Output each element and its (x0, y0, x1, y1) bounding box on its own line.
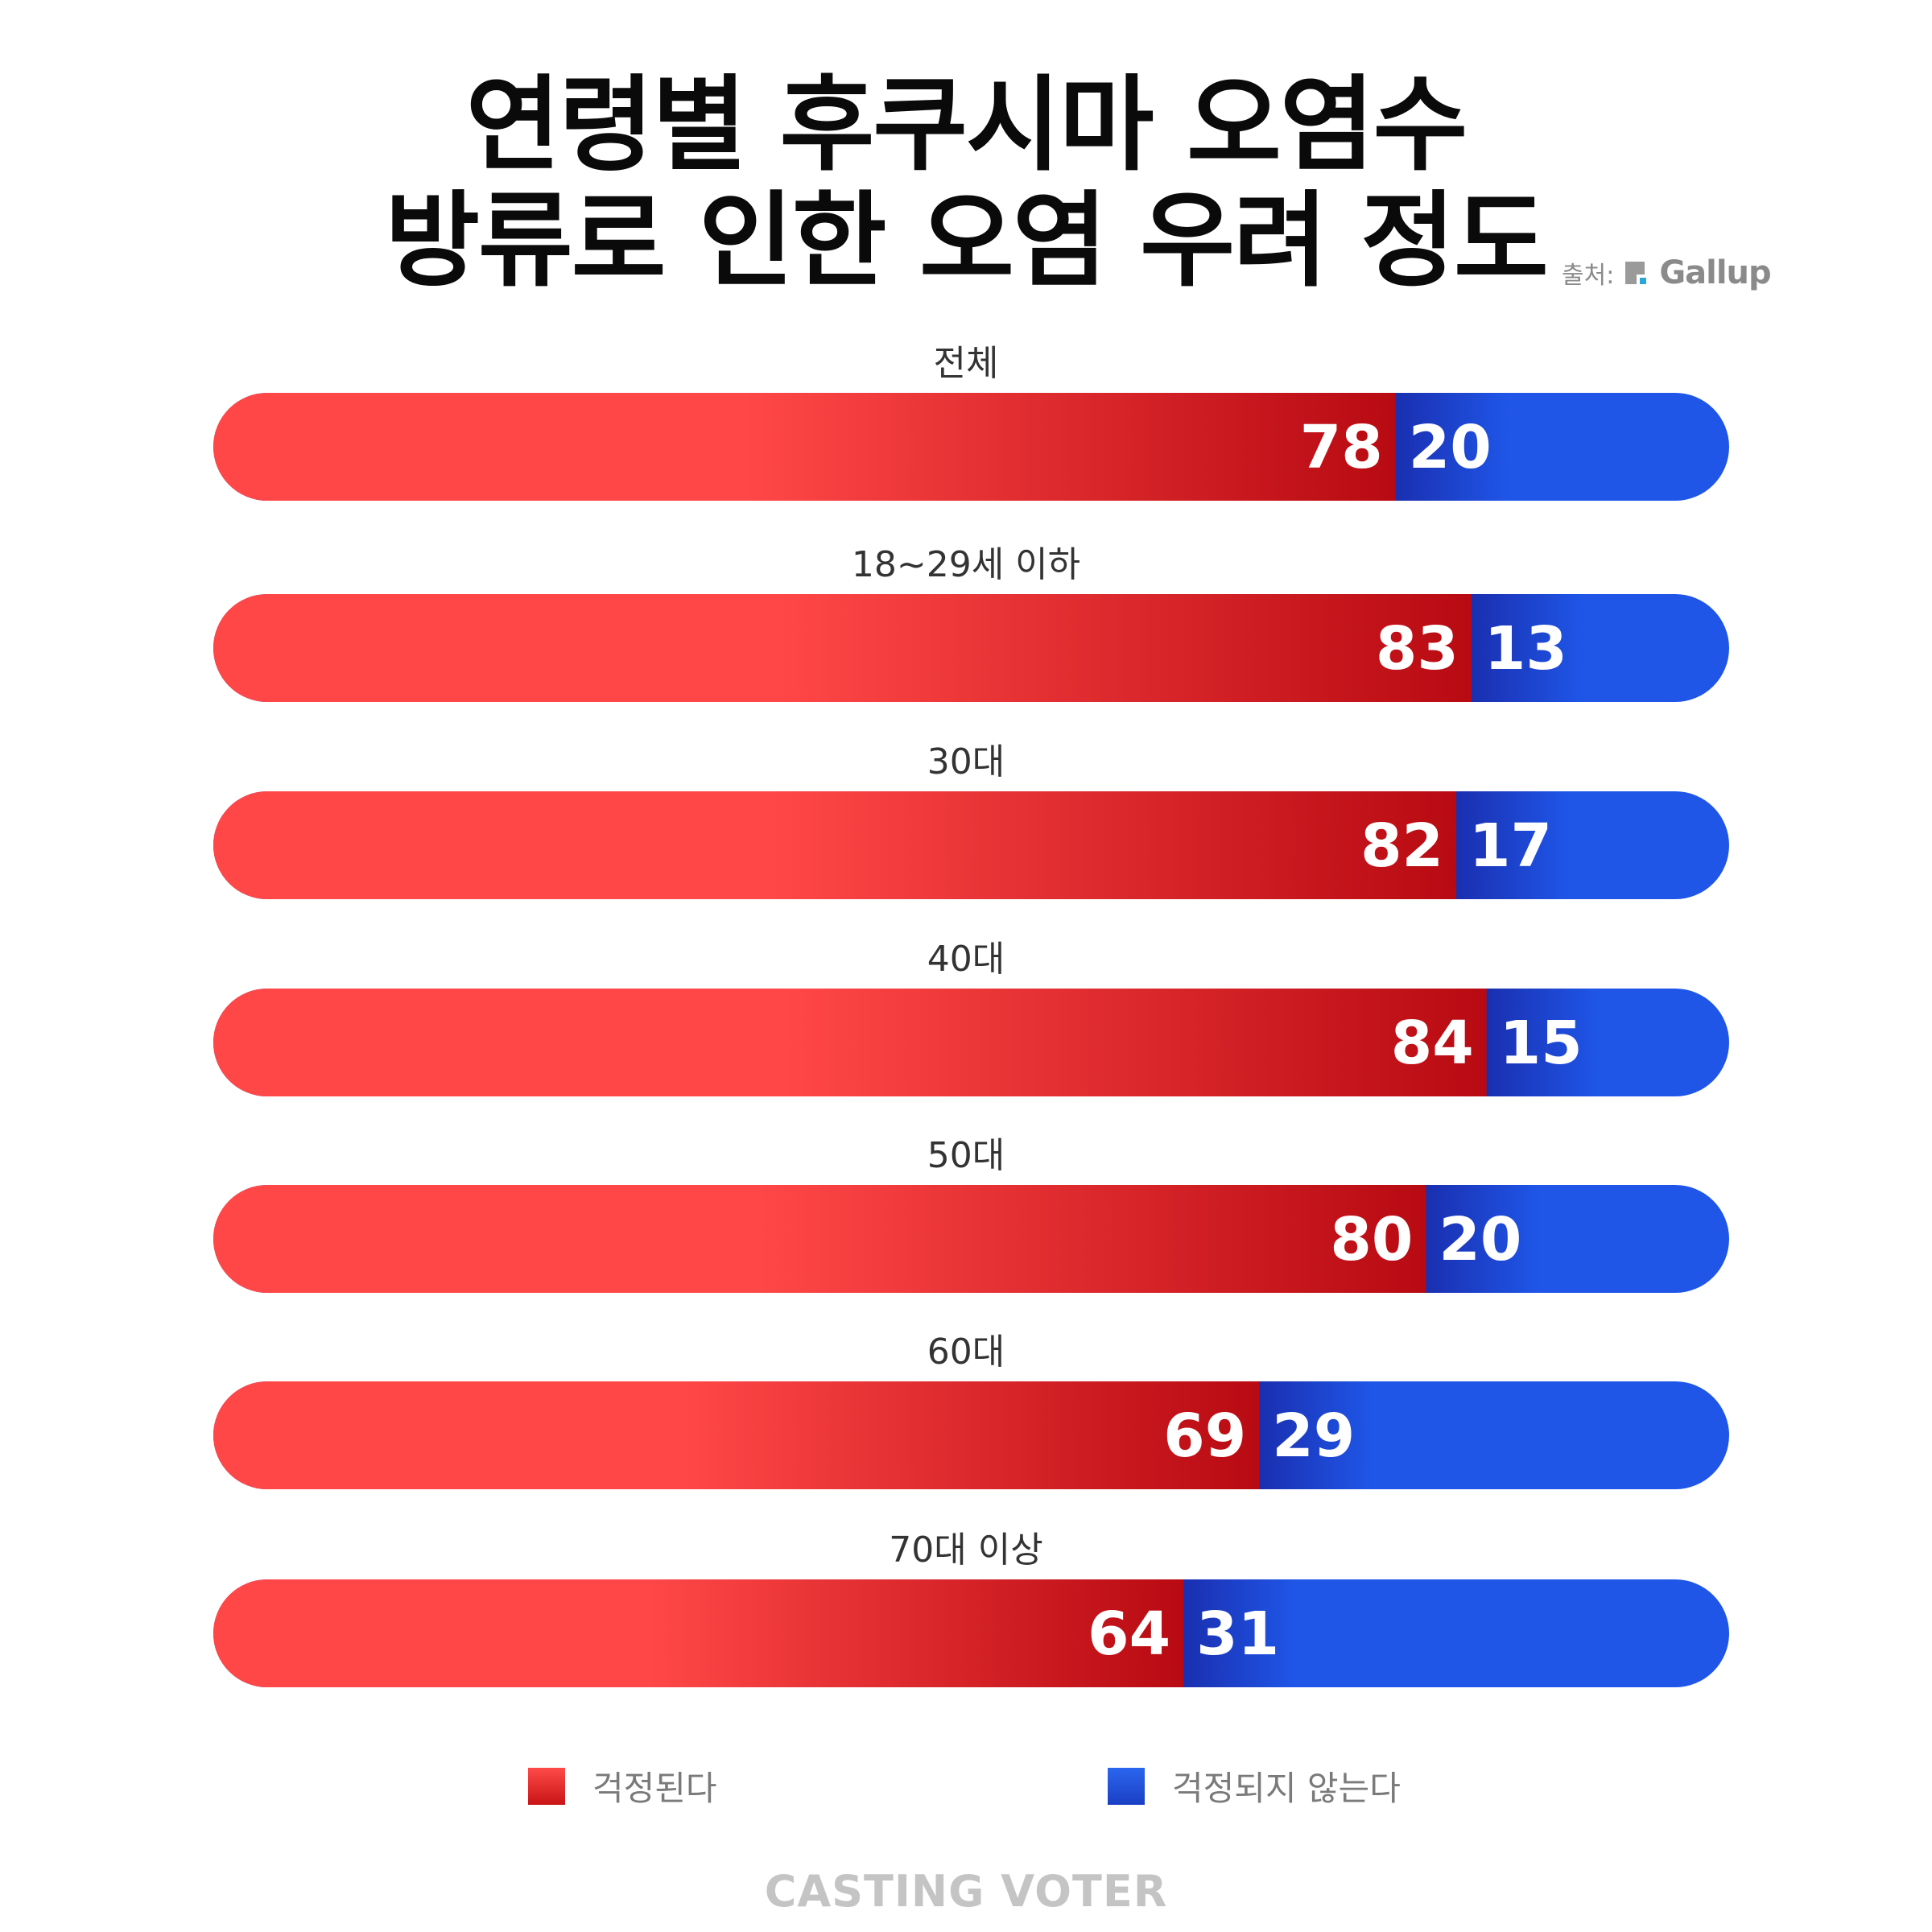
value-label-concerned: 82 (1360, 811, 1443, 881)
gallup-logo-icon (1625, 262, 1647, 284)
category-label: 60대 (927, 1331, 1005, 1373)
value-label-not-concerned: 31 (1196, 1600, 1279, 1669)
legend-label-concerned: 걱정된다 (592, 1769, 717, 1808)
value-label-concerned: 84 (1391, 1009, 1474, 1078)
legend-item-not-concerned: 걱정되지 않는다 (1108, 1761, 1401, 1810)
bar-concerned (213, 791, 1457, 899)
title-line-1: 연령별 후쿠시마 오염수 (465, 65, 1468, 185)
value-label-not-concerned: 20 (1439, 1205, 1521, 1274)
category-label: 30대 (927, 741, 1005, 782)
value-label-not-concerned: 15 (1500, 1009, 1583, 1078)
category-label: 50대 (927, 1135, 1005, 1176)
value-label-concerned: 83 (1376, 614, 1459, 683)
bar-concerned (213, 989, 1487, 1096)
value-label-concerned: 69 (1163, 1402, 1246, 1471)
value-label-concerned: 78 (1300, 413, 1383, 482)
legend-swatch-red (528, 1767, 565, 1805)
source: 출처: Gallup (1562, 254, 1772, 291)
brand-logo: CASTING VOTER (764, 1866, 1168, 1917)
source-name: Gallup (1659, 254, 1771, 291)
value-label-not-concerned: 29 (1272, 1402, 1355, 1471)
value-label-not-concerned: 20 (1409, 413, 1492, 482)
category-label: 70대 이상 (889, 1530, 1042, 1571)
value-label-not-concerned: 13 (1484, 614, 1567, 683)
bar-concerned (213, 1185, 1426, 1293)
legend-label-not-concerned: 걱정되지 않는다 (1172, 1769, 1401, 1808)
legend-swatch-blue (1108, 1767, 1145, 1805)
category-label: 18~29세 이하 (852, 544, 1080, 585)
value-label-concerned: 80 (1330, 1205, 1413, 1274)
value-label-concerned: 64 (1088, 1600, 1170, 1669)
bar-concerned (213, 1579, 1184, 1687)
bar-concerned (213, 594, 1472, 702)
category-label: 전체 (934, 343, 999, 384)
legend-item-concerned: 걱정된다 (528, 1761, 717, 1810)
bar-concerned (213, 1381, 1260, 1489)
title-line-2: 방류로 인한 오염 우려 정도 (385, 181, 1549, 301)
stacked-bar-chart: 전체 78 20 18~29세 이하 83 13 30대 82 17 40대 84 15 50대 80 20… (213, 343, 1729, 1687)
value-label-not-concerned: 17 (1469, 811, 1552, 881)
bar-concerned (213, 393, 1396, 501)
source-label: 출처: (1562, 262, 1615, 290)
category-label: 40대 (927, 939, 1005, 980)
